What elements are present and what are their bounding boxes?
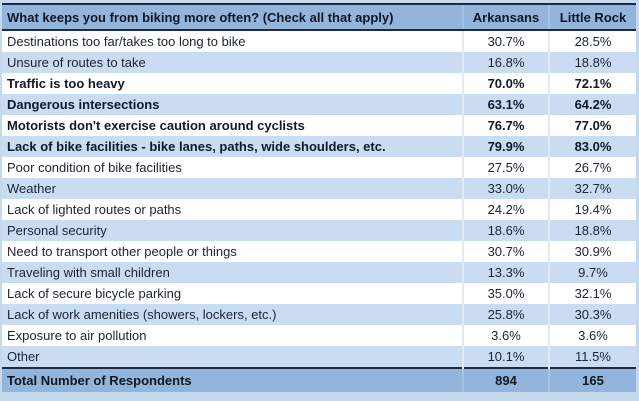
arkansans-value-cell: 30.7% bbox=[462, 241, 549, 262]
arkansans-value-cell: 18.6% bbox=[462, 220, 549, 241]
little-rock-column-header: Little Rock bbox=[548, 3, 636, 31]
little-rock-value-cell: 72.1% bbox=[548, 73, 636, 94]
little-rock-value-cell: 32.1% bbox=[548, 283, 636, 304]
table-row: Unsure of routes to take 16.8% 18.8% bbox=[2, 52, 636, 73]
arkansans-value-cell: 33.0% bbox=[462, 178, 549, 199]
little-rock-value-cell: 30.3% bbox=[548, 304, 636, 325]
row-label-cell: Motorists don't exercise caution around … bbox=[7, 118, 305, 133]
arkansans-value-cell: 13.3% bbox=[462, 262, 549, 283]
arkansans-value-cell: 16.8% bbox=[462, 52, 549, 73]
little-rock-value-cell: 64.2% bbox=[548, 94, 636, 115]
little-rock-value-cell: 30.9% bbox=[548, 241, 636, 262]
row-label-cell: Lack of work amenities (showers, lockers… bbox=[7, 307, 277, 322]
total-row: Total Number of Respondents 894 165 bbox=[2, 367, 636, 392]
arkansans-value-cell: 76.7% bbox=[462, 115, 549, 136]
arkansans-value-cell: 3.6% bbox=[462, 325, 549, 346]
arkansans-value-cell: 63.1% bbox=[462, 94, 549, 115]
row-label-cell: Lack of lighted routes or paths bbox=[7, 202, 182, 217]
arkansans-value-cell: 35.0% bbox=[462, 283, 549, 304]
table-header-row: What keeps you from biking more often? (… bbox=[2, 3, 636, 31]
row-label-cell: Exposure to air pollution bbox=[7, 328, 147, 343]
row-label-cell: Personal security bbox=[7, 223, 107, 238]
table-row: Lack of lighted routes or paths 24.2% 19.4… bbox=[2, 199, 636, 220]
row-label-cell: Traffic is too heavy bbox=[7, 76, 125, 91]
row-label-cell: Other bbox=[7, 349, 40, 364]
table-row: Motorists don't exercise caution around … bbox=[2, 115, 636, 136]
question-column-header: What keeps you from biking more often? (… bbox=[2, 3, 463, 31]
little-rock-value-cell: 32.7% bbox=[548, 178, 636, 199]
table-row: Poor condition of bike facilities 27.5% 26… bbox=[2, 157, 636, 178]
table-row: Exposure to air pollution 3.6% 3.6% bbox=[2, 325, 636, 346]
arkansans-value-cell: 25.8% bbox=[462, 304, 549, 325]
arkansans-value-cell: 79.9% bbox=[462, 136, 549, 157]
little-rock-value-cell: 26.7% bbox=[548, 157, 636, 178]
total-little-rock-cell: 165 bbox=[548, 367, 636, 392]
total-arkansans-cell: 894 bbox=[462, 367, 549, 392]
little-rock-value-cell: 77.0% bbox=[548, 115, 636, 136]
table-row: Traveling with small children 13.3% 9.7% bbox=[2, 262, 636, 283]
row-label-cell: Unsure of routes to take bbox=[7, 55, 146, 70]
row-label-cell: Lack of secure bicycle parking bbox=[7, 286, 182, 301]
table-row: Lack of work amenities (showers, lockers… bbox=[2, 304, 636, 325]
table-row: Weather 33.0% 32.7% bbox=[2, 178, 636, 199]
row-label-cell: Lack of bike facilities - bike lanes, pa… bbox=[7, 139, 386, 154]
arkansans-column-header: Arkansans bbox=[462, 3, 549, 31]
little-rock-value-cell: 19.4% bbox=[548, 199, 636, 220]
table-row: Destinations too far/takes too long to b… bbox=[2, 30, 636, 52]
table-row: Lack of bike facilities - bike lanes, pa… bbox=[2, 136, 636, 157]
total-label-cell: Total Number of Respondents bbox=[2, 367, 463, 392]
table-row: Traffic is too heavy 70.0% 72.1% bbox=[2, 73, 636, 94]
little-rock-value-cell: 83.0% bbox=[548, 136, 636, 157]
table-row: Other 10.1% 11.5% bbox=[2, 346, 636, 368]
row-label-cell: Need to transport other people or things bbox=[7, 244, 237, 259]
table-body: Destinations too far/takes too long to b… bbox=[2, 30, 636, 368]
table-row: Need to transport other people or things… bbox=[2, 241, 636, 262]
little-rock-value-cell: 11.5% bbox=[548, 346, 636, 368]
row-label-cell: Poor condition of bike facilities bbox=[7, 160, 182, 175]
arkansans-value-cell: 24.2% bbox=[462, 199, 549, 220]
little-rock-value-cell: 18.8% bbox=[548, 52, 636, 73]
little-rock-value-cell: 18.8% bbox=[548, 220, 636, 241]
little-rock-value-cell: 28.5% bbox=[548, 30, 636, 52]
biking-barriers-table: What keeps you from biking more often? (… bbox=[2, 3, 636, 392]
little-rock-value-cell: 9.7% bbox=[548, 262, 636, 283]
row-label-cell: Weather bbox=[7, 181, 56, 196]
arkansans-value-cell: 10.1% bbox=[462, 346, 549, 368]
table-row: Lack of secure bicycle parking 35.0% 32.1% bbox=[2, 283, 636, 304]
row-label-cell: Dangerous intersections bbox=[7, 97, 160, 112]
arkansans-value-cell: 70.0% bbox=[462, 73, 549, 94]
row-label-cell: Destinations too far/takes too long to b… bbox=[7, 34, 246, 49]
little-rock-value-cell: 3.6% bbox=[548, 325, 636, 346]
row-label-cell: Traveling with small children bbox=[7, 265, 170, 280]
arkansans-value-cell: 27.5% bbox=[462, 157, 549, 178]
arkansans-value-cell: 30.7% bbox=[462, 30, 549, 52]
table-row: Personal security 18.6% 18.8% bbox=[2, 220, 636, 241]
table-row: Dangerous intersections 63.1% 64.2% bbox=[2, 94, 636, 115]
